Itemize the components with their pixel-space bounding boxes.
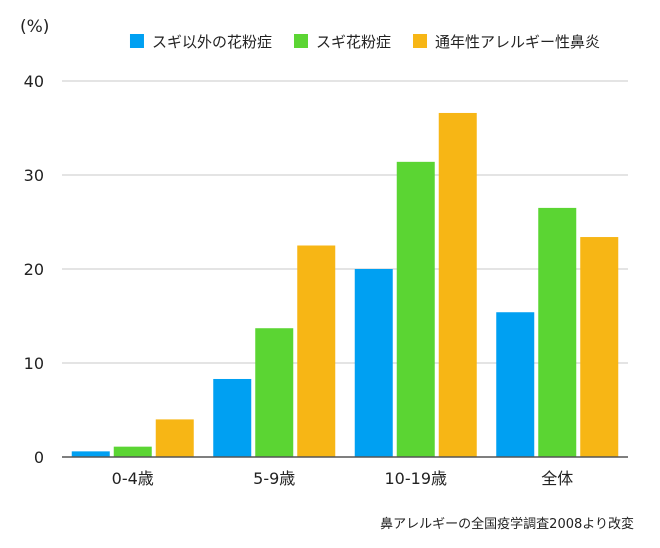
x-tick-label: 全体: [541, 469, 573, 488]
y-tick-label: 30: [24, 166, 44, 185]
y-tick-label: 10: [24, 354, 44, 373]
bar: [396, 161, 435, 457]
bar: [71, 451, 110, 457]
y-tick-label: 20: [24, 260, 44, 279]
x-tick-label: 5-9歳: [253, 469, 295, 488]
legend-swatch: [293, 34, 308, 48]
bar: [213, 378, 252, 457]
legend: スギ以外の花粉症 スギ花粉症 通年性アレルギー性鼻炎: [129, 33, 600, 51]
source-note: 鼻アレルギーの全国疫学調査2008より改変: [380, 516, 634, 532]
bar: [297, 245, 336, 457]
legend-swatch: [129, 34, 144, 48]
y-tick-label: 40: [24, 72, 44, 91]
legend-label: スギ以外の花粉症: [152, 33, 272, 51]
x-tick-label: 0-4歳: [112, 469, 154, 488]
legend-swatch: [413, 34, 428, 48]
bar: [580, 237, 619, 457]
bar: [496, 312, 535, 457]
bar: [155, 419, 194, 457]
axes: 0 10 20 30 40 0-4歳 5-9歳 10-19歳 全体: [24, 72, 628, 488]
bar: [538, 207, 577, 457]
legend-label: スギ花粉症: [316, 33, 391, 51]
bars: [71, 112, 619, 458]
bar: [113, 446, 152, 457]
x-tick-label: 10-19歳: [385, 469, 448, 488]
bar: [438, 112, 477, 458]
bar: [354, 269, 393, 457]
y-axis-unit-label: (%): [20, 17, 49, 37]
y-tick-label: 0: [34, 448, 44, 467]
legend-label: 通年性アレルギー性鼻炎: [435, 33, 600, 51]
bar: [255, 328, 294, 457]
